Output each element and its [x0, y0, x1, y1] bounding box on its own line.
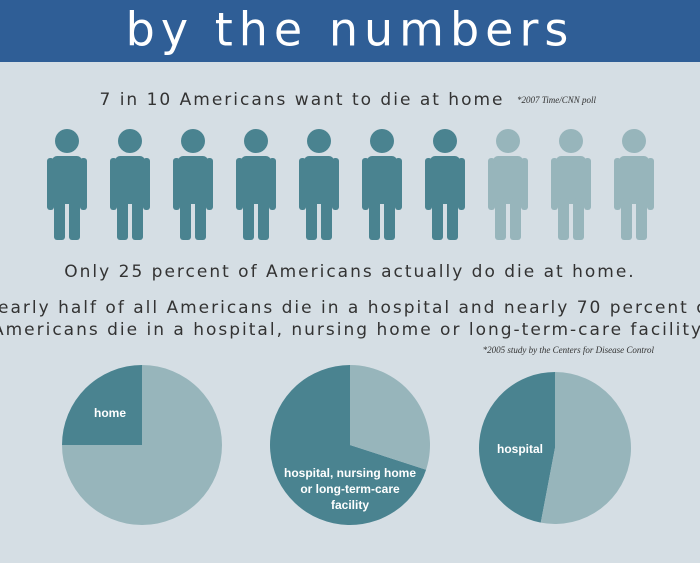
icon-head	[307, 129, 331, 153]
icon-leg	[558, 198, 569, 240]
icon-arm	[395, 158, 402, 210]
icon-leg	[510, 198, 521, 240]
pie-slice	[540, 372, 632, 524]
source-note: *2007 Time/CNN poll	[517, 95, 597, 105]
pictogram-title: 7 in 10 Americans want to die at home	[99, 90, 504, 110]
icon-arm	[299, 158, 306, 210]
icon-arm	[458, 158, 465, 210]
source-note: *2005 study by the Centers for Disease C…	[483, 345, 655, 355]
icon-arm	[269, 158, 276, 210]
icon-leg	[117, 198, 128, 240]
icon-leg	[495, 198, 506, 240]
icon-torso	[241, 156, 271, 204]
icon-leg	[369, 198, 380, 240]
icon-head	[370, 129, 394, 153]
icon-head	[622, 129, 646, 153]
icon-leg	[195, 198, 206, 240]
icon-head	[118, 129, 142, 153]
person-icon	[362, 129, 402, 240]
statement: Nearly half of all Americans die in a ho…	[0, 298, 700, 318]
icon-torso	[52, 156, 82, 204]
person-icon	[299, 129, 339, 240]
person-icon	[551, 129, 591, 240]
icon-head	[433, 129, 457, 153]
slice-label-box: hospital, nursing home or long-term-care…	[283, 466, 416, 512]
pie-slice	[62, 365, 222, 525]
pie-slice	[62, 365, 142, 445]
pie-slice	[479, 372, 555, 523]
icon-leg	[258, 198, 269, 240]
icon-arm	[488, 158, 495, 210]
icon-leg	[243, 198, 254, 240]
slice-label: home	[93, 406, 126, 420]
person-icon	[173, 129, 213, 240]
page-title: by the numbers	[126, 3, 575, 57]
icon-leg	[54, 198, 65, 240]
icon-arm	[551, 158, 558, 210]
slice-label: hospital	[496, 442, 543, 456]
header-bar	[0, 0, 700, 62]
icon-leg	[432, 198, 443, 240]
icon-torso	[619, 156, 649, 204]
icon-leg	[384, 198, 395, 240]
icon-head	[559, 129, 583, 153]
icon-arm	[236, 158, 243, 210]
icon-arm	[173, 158, 180, 210]
slice-label-box: hospital	[496, 442, 543, 456]
statement: Americans die in a hospital, nursing hom…	[0, 320, 700, 340]
icon-arm	[143, 158, 150, 210]
pie-slice	[350, 365, 431, 470]
person-icon	[488, 129, 528, 240]
icon-torso	[367, 156, 397, 204]
icon-arm	[425, 158, 432, 210]
icon-arm	[206, 158, 213, 210]
person-icon	[236, 129, 276, 240]
icon-torso	[304, 156, 334, 204]
slice-label: hospital, nursing home or long-term-care…	[283, 466, 416, 512]
icon-arm	[332, 158, 339, 210]
icon-leg	[447, 198, 458, 240]
icon-torso	[115, 156, 145, 204]
person-icon	[47, 129, 87, 240]
person-icon	[110, 129, 150, 240]
icon-arm	[362, 158, 369, 210]
icon-arm	[80, 158, 87, 210]
icon-arm	[521, 158, 528, 210]
icon-arm	[110, 158, 117, 210]
icon-leg	[180, 198, 191, 240]
icon-torso	[556, 156, 586, 204]
icon-leg	[636, 198, 647, 240]
person-icon	[614, 129, 654, 240]
icon-head	[244, 129, 268, 153]
icon-torso	[430, 156, 460, 204]
icon-leg	[573, 198, 584, 240]
icon-arm	[647, 158, 654, 210]
slice-label-box: home	[93, 406, 126, 420]
pie-slice	[270, 365, 427, 525]
person-icon	[425, 129, 465, 240]
icon-leg	[306, 198, 317, 240]
icon-arm	[614, 158, 621, 210]
icon-head	[496, 129, 520, 153]
icon-arm	[584, 158, 591, 210]
icon-leg	[621, 198, 632, 240]
icon-leg	[69, 198, 80, 240]
icon-arm	[47, 158, 54, 210]
icon-leg	[321, 198, 332, 240]
icon-torso	[493, 156, 523, 204]
statement: Only 25 percent of Americans actually do…	[64, 262, 635, 282]
icon-torso	[178, 156, 208, 204]
icon-head	[181, 129, 205, 153]
icon-leg	[132, 198, 143, 240]
icon-head	[55, 129, 79, 153]
